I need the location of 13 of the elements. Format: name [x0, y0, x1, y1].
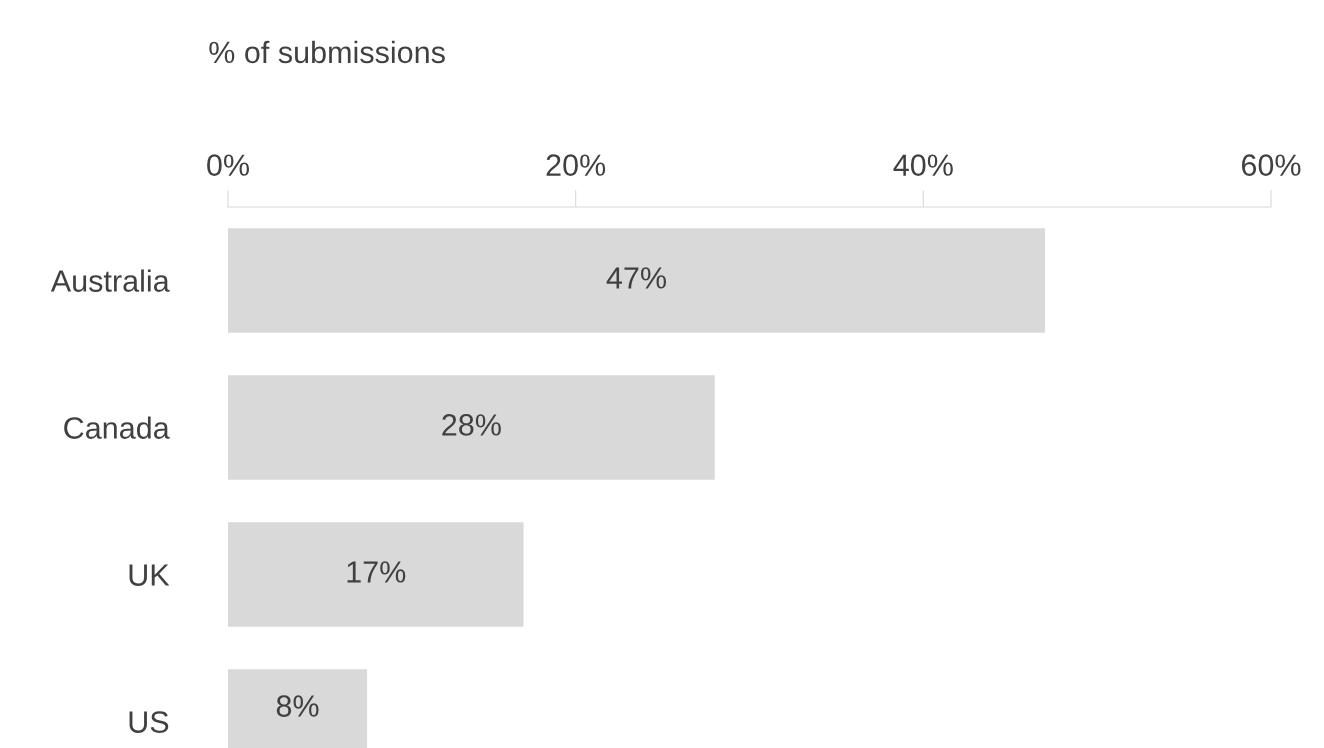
y-tick-label: Canada [64, 416, 170, 439]
data-label: 8% [276, 695, 319, 717]
x-tick-label: 40% [893, 154, 953, 176]
data-label: 17% [347, 561, 406, 583]
y-tick-label: Australia [50, 269, 170, 292]
data-label: 28% [442, 414, 501, 436]
data-label: 47% [606, 267, 666, 289]
y-tick-label: US [129, 711, 169, 733]
y-tick-label: UK [129, 564, 170, 586]
x-tick-label: 60% [1241, 154, 1301, 176]
x-axis-title: % of submissions [209, 40, 445, 64]
x-tick-label: 0% [207, 154, 249, 176]
x-tick-label: 20% [546, 154, 606, 176]
